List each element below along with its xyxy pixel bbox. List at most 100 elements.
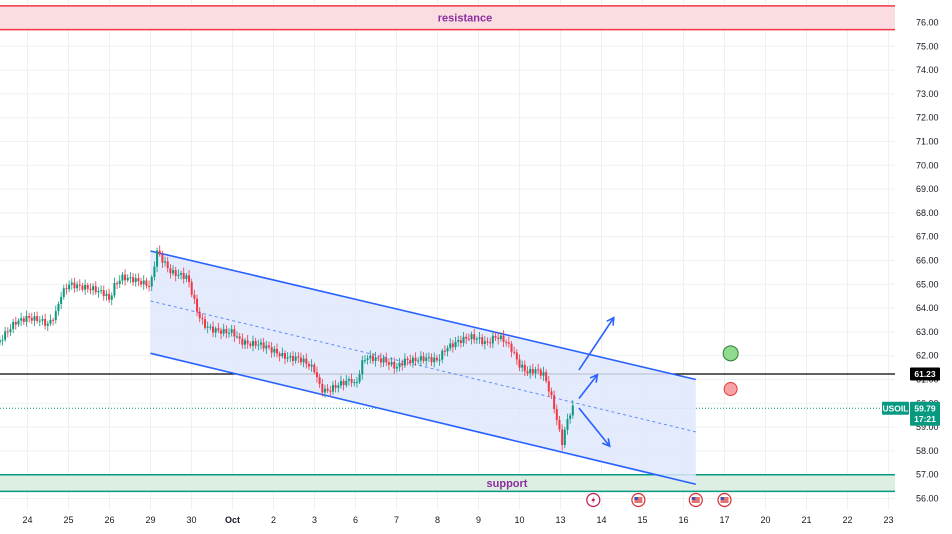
candle-body	[121, 274, 124, 281]
candle-body	[249, 343, 252, 346]
candle-body	[134, 278, 137, 283]
candle-body	[457, 340, 460, 342]
candle-body	[433, 357, 436, 363]
candle-body	[339, 380, 342, 386]
candle-body	[374, 357, 377, 362]
candle-body	[291, 355, 294, 361]
candle-body	[419, 356, 422, 361]
candle-body	[515, 352, 518, 360]
channel-upper-line[interactable]	[150, 250, 696, 381]
candle-body	[41, 318, 44, 321]
channel-lower-line[interactable]	[150, 352, 696, 485]
candle-body	[371, 355, 374, 362]
projection-arrow-2[interactable]	[578, 407, 611, 447]
candle-body	[425, 357, 428, 361]
candle-body	[553, 395, 556, 410]
candle-body	[275, 348, 278, 354]
candle-body	[169, 268, 172, 274]
candle-body	[6, 331, 9, 333]
x-tick-label: 24	[22, 515, 32, 525]
candle-body	[443, 350, 446, 352]
candle-body	[228, 332, 231, 334]
x-tick-label: 13	[555, 515, 565, 525]
candle-body	[529, 368, 532, 374]
chart-grid	[0, 0, 895, 510]
axes: 76.00 75.00 74.00 73.00 72.00 71.00 70.00 69.00…	[22, 18, 940, 525]
candle-body	[313, 364, 316, 373]
candle-body	[38, 320, 41, 322]
candle-body	[403, 358, 406, 366]
candle-body	[102, 290, 105, 297]
candle-body	[534, 369, 537, 374]
candle-body	[129, 277, 132, 279]
candle-body	[180, 273, 183, 275]
candle-body	[454, 341, 457, 348]
candle-body	[566, 419, 569, 430]
symbol-badge	[882, 401, 909, 415]
candle-body	[398, 362, 401, 368]
flag-canton	[634, 497, 638, 500]
candle-body	[427, 357, 430, 359]
red-circle-marker[interactable]	[723, 382, 738, 397]
x-tick-label: 21	[801, 515, 811, 525]
candle-body	[329, 390, 332, 392]
projection-arrow-3[interactable]	[578, 374, 599, 400]
candle-body	[49, 319, 52, 324]
lightning-glyph	[591, 496, 596, 504]
x-tick-label: 2	[271, 515, 276, 525]
candle-body	[118, 280, 121, 284]
y-tick-label: 73.00	[916, 89, 939, 99]
candle-body	[510, 343, 513, 352]
candle-body	[145, 280, 148, 286]
y-tick-label: 72.00	[916, 113, 939, 123]
candle-body	[172, 270, 175, 274]
candle-body	[345, 380, 348, 386]
candle-body	[441, 350, 444, 360]
candle-body	[278, 353, 281, 357]
candle-body	[1, 339, 4, 341]
markers[interactable]	[586, 345, 739, 508]
candle-body	[494, 335, 497, 338]
x-tick-label: 7	[394, 515, 399, 525]
candle-body	[126, 277, 129, 281]
candles	[0, 245, 574, 451]
flag-canton	[720, 497, 724, 500]
candle-body	[470, 334, 473, 340]
candle-body	[4, 331, 7, 340]
candle-body	[366, 358, 369, 360]
candle-body	[542, 372, 545, 376]
y-tick-label: 63.00	[916, 327, 939, 337]
candle-body	[473, 334, 476, 340]
candle-body	[550, 391, 553, 396]
candle-body	[217, 328, 220, 331]
candle-body	[465, 336, 468, 339]
x-tick-label: 25	[63, 515, 73, 525]
candle-body	[100, 290, 103, 292]
candle-body	[198, 311, 201, 319]
support-label: support	[487, 478, 528, 490]
candle-body	[270, 347, 273, 353]
resistance-zone	[0, 5, 895, 30]
candle-body	[305, 358, 308, 364]
candle-body	[297, 356, 300, 358]
candle-body	[451, 343, 454, 348]
candle-body	[222, 329, 225, 334]
candle-body	[323, 388, 326, 393]
candle-body	[262, 342, 265, 349]
candle-body	[14, 322, 17, 325]
candle-body	[78, 284, 81, 286]
green-circle-marker[interactable]	[722, 345, 739, 362]
candle-body	[286, 357, 289, 359]
y-tick-label: 76.00	[916, 18, 939, 28]
level-price-badge	[910, 367, 940, 381]
projection-arrows[interactable]	[578, 316, 615, 448]
candle-body	[350, 379, 353, 383]
candle-body	[355, 381, 358, 383]
projection-arrow-1[interactable]	[578, 317, 615, 371]
candle-body	[545, 372, 548, 382]
candle-body	[225, 329, 228, 334]
candle-body	[70, 282, 73, 285]
candle-body	[334, 385, 337, 388]
y-tick-label: 57.00	[916, 470, 939, 480]
